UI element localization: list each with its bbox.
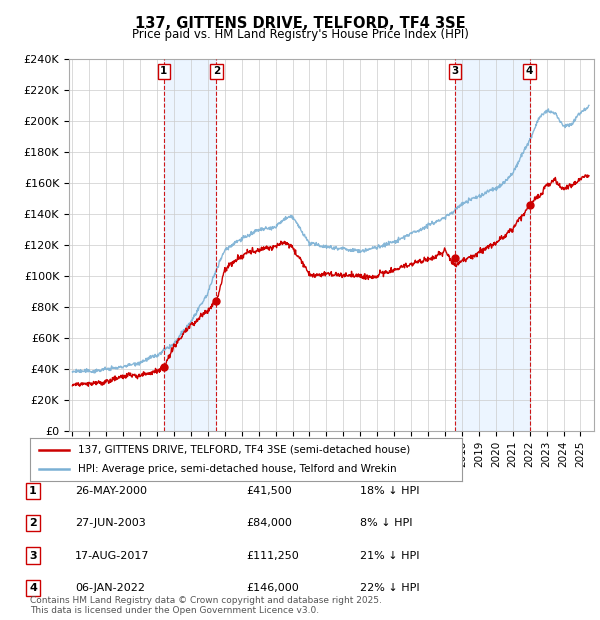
- Text: £111,250: £111,250: [246, 551, 299, 560]
- Text: 4: 4: [526, 66, 533, 76]
- Text: 8% ↓ HPI: 8% ↓ HPI: [360, 518, 413, 528]
- Text: 06-JAN-2022: 06-JAN-2022: [75, 583, 145, 593]
- Text: 1: 1: [160, 66, 167, 76]
- Text: £84,000: £84,000: [246, 518, 292, 528]
- Text: £41,500: £41,500: [246, 486, 292, 496]
- Text: 4: 4: [29, 583, 37, 593]
- Text: 3: 3: [452, 66, 459, 76]
- Text: £146,000: £146,000: [246, 583, 299, 593]
- Text: 21% ↓ HPI: 21% ↓ HPI: [360, 551, 419, 560]
- Text: 26-MAY-2000: 26-MAY-2000: [75, 486, 147, 496]
- Text: 2: 2: [29, 518, 37, 528]
- Text: 22% ↓ HPI: 22% ↓ HPI: [360, 583, 419, 593]
- Text: 2: 2: [213, 66, 220, 76]
- Text: Price paid vs. HM Land Registry's House Price Index (HPI): Price paid vs. HM Land Registry's House …: [131, 28, 469, 41]
- Text: 3: 3: [29, 551, 37, 560]
- Text: 137, GITTENS DRIVE, TELFORD, TF4 3SE (semi-detached house): 137, GITTENS DRIVE, TELFORD, TF4 3SE (se…: [77, 445, 410, 454]
- Text: 27-JUN-2003: 27-JUN-2003: [75, 518, 146, 528]
- Text: Contains HM Land Registry data © Crown copyright and database right 2025.
This d: Contains HM Land Registry data © Crown c…: [30, 596, 382, 615]
- Text: HPI: Average price, semi-detached house, Telford and Wrekin: HPI: Average price, semi-detached house,…: [77, 464, 396, 474]
- Bar: [164, 59, 217, 431]
- Text: 17-AUG-2017: 17-AUG-2017: [75, 551, 149, 560]
- Bar: [455, 59, 530, 431]
- Text: 137, GITTENS DRIVE, TELFORD, TF4 3SE: 137, GITTENS DRIVE, TELFORD, TF4 3SE: [134, 16, 466, 30]
- Text: 18% ↓ HPI: 18% ↓ HPI: [360, 486, 419, 496]
- Text: 1: 1: [29, 486, 37, 496]
